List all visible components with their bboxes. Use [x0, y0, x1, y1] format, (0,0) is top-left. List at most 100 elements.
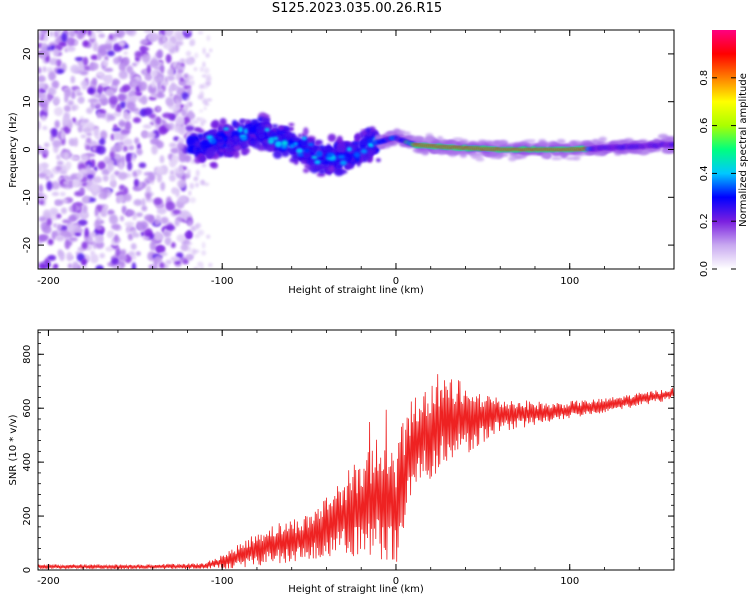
spectral-blob: [492, 141, 501, 146]
spectral-blob: [68, 215, 77, 223]
spectral-blob: [111, 257, 120, 265]
chart-title: S125.2023.035.00.26.R15: [271, 1, 443, 16]
spectral-blob: [126, 224, 131, 230]
spectral-blob: [60, 130, 66, 140]
spectral-blob: [176, 234, 187, 242]
spectrogram-blobs: [38, 30, 674, 269]
spectral-blob: [126, 101, 136, 111]
y-tick-label: 200: [22, 507, 33, 526]
spectral-blob: [314, 141, 321, 146]
spectral-blob: [353, 151, 361, 158]
spectral-blob: [42, 162, 48, 173]
colorbar-gradient: [712, 30, 736, 269]
spectral-blob: [133, 199, 143, 206]
spectral-blob: [93, 166, 98, 172]
spectral-blob: [278, 125, 284, 131]
spectral-blob: [118, 254, 128, 262]
spectral-blob: [565, 156, 577, 161]
colorbar: 0.0 0.2 0.4 0.6 0.8 Normalized spectral ampl…: [699, 30, 749, 277]
spectral-blob: [171, 154, 179, 164]
spectral-blob: [203, 106, 207, 111]
spectral-blob: [164, 40, 174, 50]
x-tick-label: -100: [211, 576, 234, 587]
spectral-blob: [258, 134, 265, 139]
spectral-blob: [142, 124, 152, 129]
spectral-blob: [113, 234, 119, 243]
spectral-blob: [289, 144, 295, 149]
spectral-blob: [564, 151, 576, 156]
spectral-blob: [131, 152, 136, 163]
spectral-blob: [200, 179, 205, 185]
spectral-blob: [526, 143, 538, 147]
spectral-blob: [498, 153, 509, 157]
spectral-blob: [176, 142, 185, 151]
spectral-blob: [137, 97, 147, 103]
spectral-blob: [149, 59, 159, 68]
spectral-blob: [140, 231, 145, 237]
spectral-blob: [202, 61, 206, 68]
spectral-blob: [113, 124, 118, 129]
spectral-blob: [136, 221, 142, 230]
spectral-blob: [102, 174, 109, 182]
spectral-blob: [216, 136, 223, 140]
spectral-blob: [186, 169, 191, 176]
spectral-blob: [524, 139, 536, 143]
spectral-blob: [70, 90, 76, 100]
spectral-blob: [201, 74, 207, 78]
spectral-blob: [327, 133, 337, 142]
spectral-blob: [55, 235, 65, 242]
spectral-blob: [304, 164, 310, 168]
spectral-blob: [49, 207, 59, 215]
spectral-blob: [592, 138, 599, 144]
spectral-blob: [453, 149, 461, 156]
spectral-blob: [459, 139, 469, 145]
spectral-blob: [134, 50, 143, 58]
spectral-blob: [71, 105, 77, 111]
spectral-blob: [209, 48, 213, 53]
spectral-blob: [144, 72, 153, 81]
spectral-blob: [436, 136, 444, 140]
spectral-blob: [193, 127, 202, 132]
spectral-blob: [209, 162, 217, 168]
spectral-blob: [321, 163, 330, 168]
spectral-blob: [156, 173, 163, 183]
y-tick-label: 800: [22, 345, 33, 364]
spectral-blob: [87, 30, 92, 37]
spectral-blob: [184, 125, 195, 132]
spectral-blob: [211, 139, 217, 144]
spectral-blob: [89, 37, 96, 44]
spectral-blob: [38, 234, 48, 241]
spectral-blob: [141, 197, 146, 207]
spectral-blob: [109, 180, 117, 187]
spectral-blob: [45, 169, 52, 177]
spectral-blob: [67, 223, 74, 233]
spectral-blob: [170, 256, 181, 262]
y-tick-label: -20: [22, 237, 33, 253]
spectral-blob: [155, 166, 165, 175]
spectral-blob: [150, 137, 160, 146]
spectral-blob: [147, 215, 155, 224]
spectral-blob: [46, 218, 53, 226]
spectral-blob: [81, 260, 86, 266]
spectral-blob: [367, 131, 374, 138]
spectral-blob: [44, 49, 49, 57]
spectral-blob: [38, 216, 47, 222]
spectral-blob: [124, 30, 134, 35]
y-tick-label: 20: [22, 48, 33, 61]
spectral-blob: [374, 134, 383, 139]
spectral-blob: [131, 62, 138, 67]
spectral-blob: [118, 121, 126, 127]
spectral-blob: [63, 105, 72, 112]
spectral-blob: [82, 40, 89, 47]
spectral-blob: [54, 199, 60, 206]
spectral-blob: [190, 159, 195, 165]
spectral-blob: [87, 236, 94, 243]
spectral-blob: [232, 150, 240, 159]
spectral-blob: [326, 147, 332, 155]
spectral-blob: [241, 151, 248, 156]
spectral-blob: [234, 145, 241, 150]
spectral-blob: [184, 59, 192, 65]
spectral-blob: [111, 223, 121, 230]
